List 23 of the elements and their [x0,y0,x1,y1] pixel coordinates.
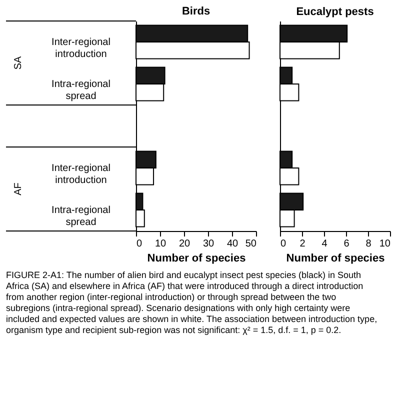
x-tick-label: 40 [226,238,238,250]
text: AF [13,182,24,196]
caption: FIGURE 2-A1: The number of alien bird and eucalypt insect pest species (black) in South Africa (SA) and elsewhere in Africa (AF) that were introduced through a direct introduction from another region (inter-regional introduction) or through spread between the two subregions (intra-regional spread). Scenario designations with only high certainty were included and expected values are shown in white. The association between introduction type, organism type and recipient sub-region was not significant: χ² = 1.5, d.f. = 1, p = 0.2. [6,270,378,335]
chart-title: Eucalypt pests [296,6,374,18]
y-tick-label: Inter-regional introduction [52,163,110,186]
x-axis-title: Number of species [147,252,246,264]
chart-title: Birds [182,6,210,18]
x-tick-label: 30 [202,238,214,250]
x-tick-label: 10 [154,238,166,250]
y-tick-label: Intra-regional spread [52,79,110,102]
x-tick-label: 4 [322,238,328,250]
x-tick-label: 0 [136,238,142,250]
x-tick-label: 2 [300,238,306,250]
y-tick-label: Intra-regional spread [52,205,110,228]
x-axis-title: Number of species [286,252,385,264]
x-tick-label: 8 [366,238,372,250]
x-tick-label: 50 [245,238,257,250]
text: SA [13,56,24,70]
x-tick-label: 6 [344,238,350,250]
x-tick-label: 0 [280,238,286,250]
y-tick-label: Inter-regional introduction [52,37,110,60]
x-tick-label: 10 [379,238,391,250]
x-tick-label: 20 [178,238,190,250]
